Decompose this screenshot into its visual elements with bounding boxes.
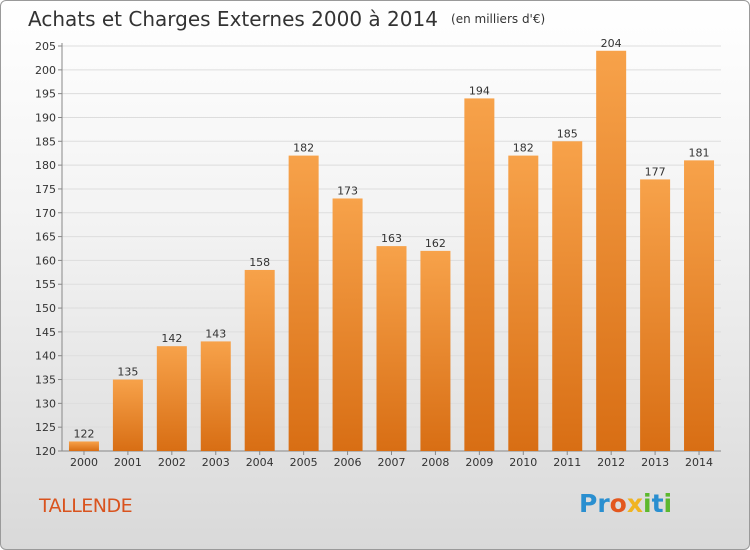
logo-letter: t	[651, 489, 664, 518]
x-tick-label-2014: 2014	[685, 456, 713, 469]
commune-name: TALLENDE	[39, 495, 133, 517]
data-label-2009: 194	[469, 84, 490, 97]
bar-2013	[640, 179, 671, 452]
bar-2009	[464, 98, 495, 451]
logo-letter: P	[579, 489, 598, 518]
x-tick-label-2005: 2005	[290, 456, 318, 469]
data-label-2008: 162	[425, 237, 446, 250]
x-tick-label-2001: 2001	[114, 456, 142, 469]
data-label-2003: 143	[205, 327, 226, 340]
x-tick-label-2002: 2002	[158, 456, 186, 469]
y-tick-label: 160	[35, 254, 56, 267]
y-tick-label: 130	[35, 397, 56, 410]
y-tick-label: 150	[35, 302, 56, 315]
y-tick-label: 190	[35, 111, 56, 124]
proxiti-logo: Proxiti	[579, 489, 672, 518]
y-tick-label: 185	[35, 135, 56, 148]
bar-2003	[200, 341, 231, 451]
unit-note: (en milliers d'€)	[451, 12, 546, 26]
bar-2006	[332, 198, 363, 451]
y-tick-label: 175	[35, 183, 56, 196]
bars	[68, 50, 715, 452]
y-tick-label: 200	[35, 64, 56, 77]
logo-letter: i	[643, 489, 652, 518]
y-tick-label: 125	[35, 421, 56, 434]
data-label-2006: 173	[337, 184, 358, 197]
bar-2011	[552, 141, 583, 451]
y-tick-labels: 120 125 130 135 140 145 150 155 160 165 170 175 180 1…	[35, 40, 56, 458]
data-label-2012: 204	[601, 37, 622, 50]
y-tick-label: 155	[35, 278, 56, 291]
data-labels: 122 135 142 143 158 182 173 163 162 194 182 185 204 1…	[73, 37, 709, 441]
bar-2004	[244, 269, 275, 451]
x-tick-label-2009: 2009	[465, 456, 493, 469]
bar-2002	[156, 346, 187, 451]
bar-2007	[376, 246, 407, 451]
y-tick-label: 140	[35, 350, 56, 363]
y-tick-label: 135	[35, 374, 56, 387]
x-tick-label-2013: 2013	[641, 456, 669, 469]
y-tick-label: 120	[35, 445, 56, 458]
data-label-2000: 122	[73, 427, 94, 440]
bar-2008	[420, 250, 451, 451]
bar-2014	[684, 160, 715, 451]
y-tick-label: 170	[35, 207, 56, 220]
logo-letter: r	[597, 489, 610, 518]
data-label-2002: 142	[161, 332, 182, 345]
x-tick-label-2003: 2003	[202, 456, 230, 469]
data-label-2004: 158	[249, 256, 270, 269]
chart-title-text: Achats et Charges Externes 2000 à 2014	[28, 7, 438, 31]
logo-letter: i	[663, 489, 673, 518]
y-tick-label: 195	[35, 88, 56, 101]
x-tick-label-2000: 2000	[70, 456, 98, 469]
data-label-2010: 182	[513, 142, 534, 155]
data-label-2001: 135	[117, 366, 138, 379]
bar-2005	[288, 155, 319, 451]
chart-title: Achats et Charges Externes 2000 à 2014 (…	[28, 7, 545, 31]
data-label-2013: 177	[645, 165, 666, 178]
x-tick-label-2006: 2006	[334, 456, 362, 469]
x-tick-label-2010: 2010	[509, 456, 537, 469]
data-label-2005: 182	[293, 142, 314, 155]
y-tick-label: 180	[35, 159, 56, 172]
x-tick-label-2007: 2007	[378, 456, 406, 469]
y-tick-label: 205	[35, 40, 56, 53]
x-tick-label-2008: 2008	[421, 456, 449, 469]
logo-letter: x	[626, 489, 643, 518]
bar-2010	[508, 155, 539, 451]
bar-2000	[68, 441, 99, 451]
x-tick-labels: 2000 2001 2002 2003 2004 2005 2006 2007 2008 2009…	[70, 451, 713, 469]
x-tick-label-2011: 2011	[553, 456, 581, 469]
x-tick-label-2012: 2012	[597, 456, 625, 469]
data-label-2007: 163	[381, 232, 402, 245]
x-tick-label-2004: 2004	[246, 456, 274, 469]
bar-2012	[596, 50, 627, 451]
y-tick-label: 165	[35, 231, 56, 244]
data-label-2011: 185	[557, 127, 578, 140]
data-label-2014: 181	[689, 146, 710, 159]
y-tick-label: 145	[35, 326, 56, 339]
bar-2001	[112, 379, 143, 451]
logo-letter: o	[609, 489, 627, 518]
